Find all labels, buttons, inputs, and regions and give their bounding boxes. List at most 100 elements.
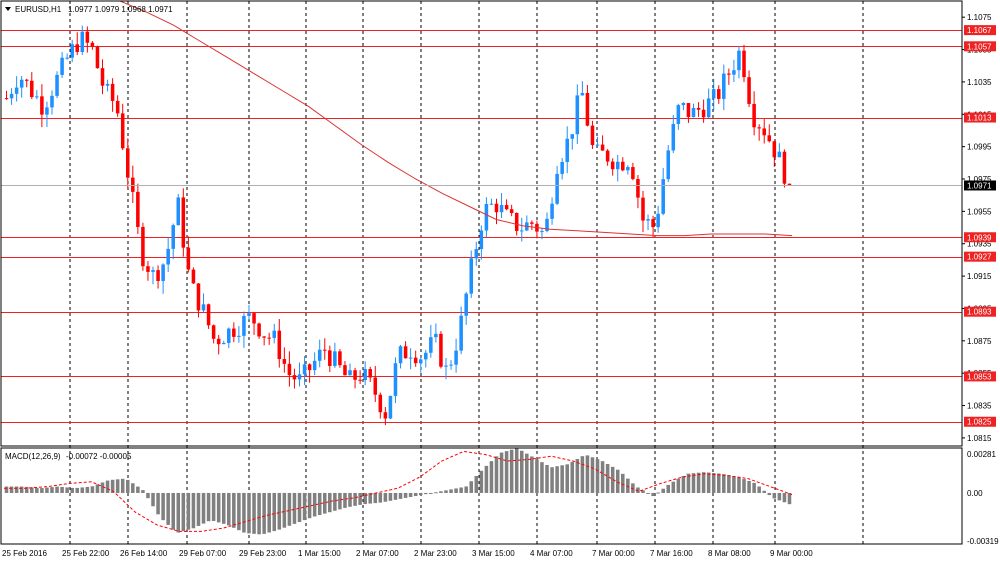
- candle-body: [732, 70, 736, 75]
- candle-body: [631, 167, 635, 180]
- candle-body: [221, 342, 226, 345]
- candle-body: [201, 304, 206, 311]
- candle-body: [494, 203, 499, 213]
- candle-body: [646, 219, 650, 221]
- candle-body: [621, 161, 625, 171]
- price-tick-label: 1.0875: [967, 337, 992, 346]
- candle-body: [242, 315, 246, 336]
- macd-header: MACD(12,26,9) -0.00072 -0.00005: [5, 452, 132, 461]
- candle-body: [737, 50, 741, 71]
- macd-bar: [656, 492, 660, 494]
- level-price-tag: [964, 416, 996, 427]
- candle-body: [747, 77, 751, 104]
- macd-bar: [388, 492, 393, 501]
- macd-bar: [757, 486, 761, 493]
- macd-bar: [424, 492, 428, 495]
- level-price-label: 1.1057: [967, 42, 992, 51]
- candle-body: [297, 374, 302, 380]
- candle-body: [378, 394, 383, 413]
- candle-body: [14, 87, 19, 94]
- macd-bar: [626, 478, 630, 493]
- candle-body: [338, 351, 342, 366]
- candle-body: [322, 349, 327, 351]
- time-label: 7 Mar 00:00: [592, 549, 635, 558]
- candle-body: [383, 412, 388, 419]
- menu-triangle-icon[interactable]: [5, 7, 11, 11]
- candle-body: [469, 258, 474, 294]
- candle-body: [80, 31, 85, 53]
- candle-body: [550, 203, 554, 219]
- candle-body: [595, 144, 600, 146]
- macd-bar: [40, 488, 44, 493]
- macd-bar: [75, 487, 80, 493]
- macd-tick-label: 0.00281: [967, 450, 996, 459]
- candle-body: [408, 357, 413, 359]
- candle-body: [605, 150, 610, 162]
- macd-signal-line: [4, 450, 793, 532]
- macd-bar: [459, 487, 463, 493]
- macd-bar: [782, 492, 787, 503]
- macd-bar: [575, 459, 580, 493]
- macd-bar: [312, 492, 317, 517]
- macd-bar: [70, 487, 74, 493]
- macd-bar: [383, 492, 388, 502]
- candle-body: [75, 44, 80, 53]
- macd-bar: [752, 482, 756, 493]
- macd-bar: [661, 488, 665, 493]
- macd-bar: [767, 492, 772, 496]
- candle-body: [40, 96, 44, 115]
- macd-bar: [727, 475, 731, 493]
- macd-bar: [701, 472, 706, 493]
- macd-bar: [545, 465, 549, 493]
- level-price-tag: [964, 112, 996, 123]
- macd-tick-label: 0.00: [967, 489, 983, 498]
- candle-body: [610, 161, 615, 170]
- macd-tick-label: -0.00319: [967, 537, 999, 546]
- macd-bar: [464, 486, 468, 493]
- symbol-header[interactable]: EURUSD,H1 1.0977 1.0979 1.0968 1.0971: [5, 5, 173, 14]
- macd-bar: [277, 492, 282, 530]
- candle-body: [373, 377, 378, 395]
- macd-bar: [439, 491, 443, 493]
- time-label: 26 Feb 14:00: [120, 549, 168, 558]
- candle-body: [782, 151, 787, 184]
- price-tick-label: 1.1075: [967, 13, 992, 22]
- price-tick-label: 1.0835: [967, 402, 992, 411]
- candle-body: [272, 330, 277, 338]
- macd-bar: [560, 465, 564, 493]
- macd-bar: [373, 492, 378, 504]
- candle-body: [671, 123, 676, 151]
- candle-body: [19, 79, 24, 88]
- candle-body: [211, 325, 216, 339]
- candle-body: [711, 89, 716, 99]
- candle-body: [368, 369, 372, 378]
- candle-body: [560, 161, 564, 174]
- candle-body: [171, 225, 175, 249]
- macd-bar: [504, 451, 509, 493]
- candle-body: [30, 80, 34, 98]
- candle-body: [333, 351, 337, 366]
- macd-bar: [24, 486, 29, 493]
- macd-values: -0.00072 -0.00005: [66, 452, 132, 461]
- macd-bar: [479, 470, 484, 493]
- vertical-grid: [69, 1, 864, 544]
- macd-bar: [105, 480, 110, 493]
- macd-bar: [585, 455, 590, 493]
- candle-body: [141, 226, 145, 267]
- macd-bar: [120, 478, 125, 493]
- macd-bar: [4, 486, 9, 493]
- macd-bar: [469, 481, 474, 493]
- level-price-label: 1.0825: [967, 418, 992, 427]
- candlesticks: [4, 25, 792, 426]
- macd-bar: [474, 476, 479, 493]
- candle-body: [232, 328, 236, 337]
- candle-body: [752, 103, 756, 128]
- macd-bar: [413, 492, 418, 497]
- macd-bar: [696, 472, 701, 493]
- candle-body: [363, 369, 367, 381]
- time-label: 25 Feb 22:00: [62, 549, 110, 558]
- level-price-tag: [964, 251, 996, 262]
- candle-body: [252, 313, 256, 324]
- time-label: 9 Mar 00:00: [770, 549, 813, 558]
- macd-bar: [317, 492, 322, 516]
